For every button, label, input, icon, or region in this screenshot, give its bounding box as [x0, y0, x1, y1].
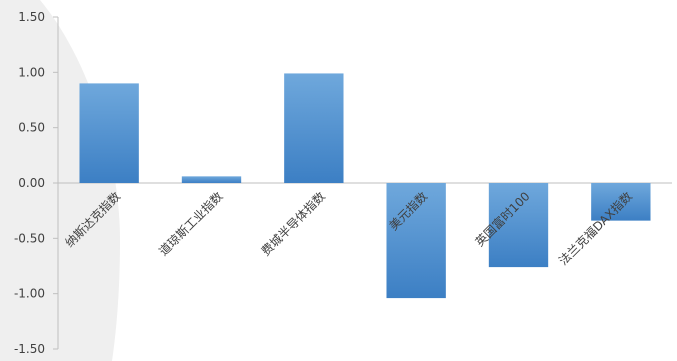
- y-tick-label: 0.00: [18, 176, 45, 190]
- y-tick-label: 1.50: [18, 10, 45, 24]
- y-tick-label: -0.50: [14, 231, 45, 245]
- category-labels: 纳斯达克指数 道琼斯工业指数 费城半导体指数 美元指数 英国富时100 法兰克福DAX指数: [62, 189, 635, 269]
- bar: [181, 176, 242, 183]
- bar: [591, 183, 651, 221]
- y-tick-label: -1.00: [14, 287, 45, 301]
- bar: [284, 73, 344, 183]
- bar: [386, 183, 446, 299]
- bars: [79, 73, 651, 299]
- category-label: 道琼斯工业指数: [156, 189, 226, 259]
- y-tick-label: 1.00: [18, 65, 45, 79]
- y-tick-label: 0.50: [18, 121, 45, 135]
- category-label: 费城半导体指数: [258, 189, 328, 259]
- bar: [488, 183, 549, 268]
- y-tick-label: -1.50: [14, 342, 45, 356]
- bar: [79, 83, 139, 183]
